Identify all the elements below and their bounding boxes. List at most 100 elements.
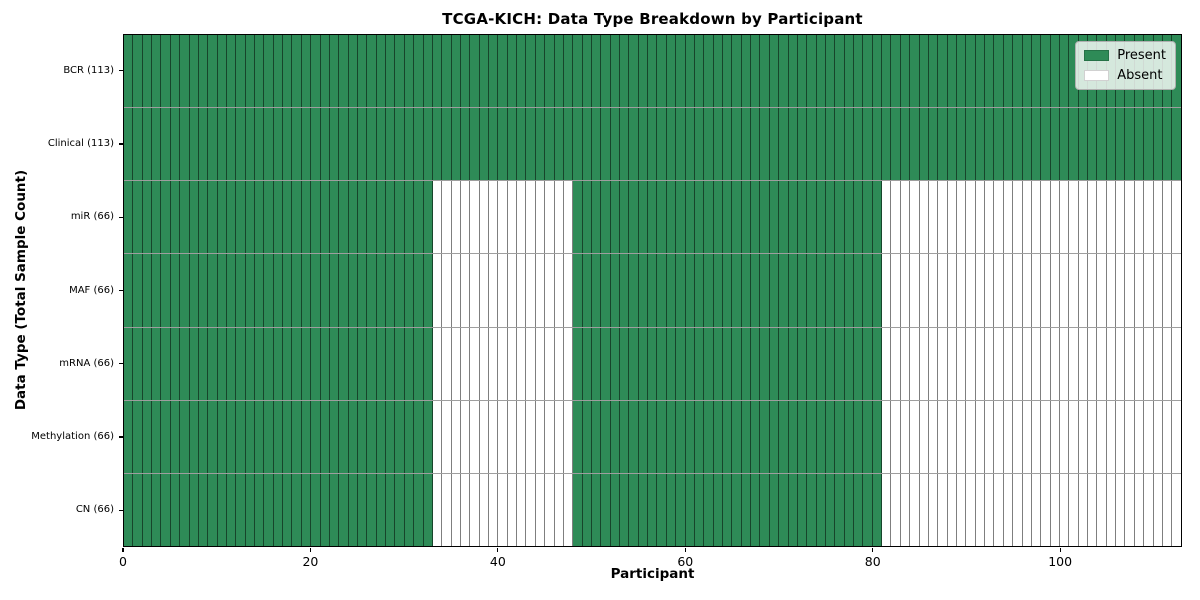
cell-absent	[498, 400, 508, 473]
heatmap-row-maf	[124, 254, 1181, 328]
cell-absent	[1069, 473, 1079, 546]
cell-present	[723, 254, 733, 327]
cell-present	[620, 35, 630, 108]
cell-present	[694, 254, 705, 327]
x-tick-label: 80	[864, 554, 881, 569]
cell-present	[189, 254, 199, 327]
cell-present	[1031, 108, 1042, 181]
cell-present	[217, 400, 227, 473]
y-tick-mark	[119, 289, 123, 292]
cell-present	[835, 327, 845, 400]
cell-present	[816, 327, 826, 400]
cell-absent	[985, 327, 995, 400]
cell-present	[732, 400, 742, 473]
cell-present	[844, 327, 855, 400]
cell-present	[180, 181, 190, 254]
cell-present	[189, 181, 199, 254]
cell-absent	[1106, 327, 1117, 400]
cell-present	[170, 35, 181, 108]
cell-present	[423, 35, 433, 108]
cell-absent	[966, 181, 976, 254]
cell-present	[844, 108, 855, 181]
cell-present	[1031, 35, 1042, 108]
cell-present	[1125, 108, 1135, 181]
cell-present	[891, 108, 901, 181]
cell-present	[694, 327, 705, 400]
cell-present	[1162, 108, 1173, 181]
x-tick-mark	[684, 548, 686, 552]
cell-absent	[442, 400, 452, 473]
cell-present	[198, 473, 209, 546]
cell-absent	[545, 327, 555, 400]
cell-present	[348, 254, 358, 327]
cell-present	[900, 108, 911, 181]
cell-present	[348, 327, 358, 400]
cell-absent	[1050, 181, 1060, 254]
cell-absent	[535, 400, 546, 473]
cell-present	[489, 35, 499, 108]
cell-absent	[545, 254, 555, 327]
y-tick-mark	[119, 216, 123, 218]
cell-present	[395, 400, 405, 473]
cell-present	[891, 35, 901, 108]
cell-present	[357, 327, 368, 400]
cell-present	[713, 35, 723, 108]
cell-present	[563, 35, 574, 108]
cell-present	[367, 254, 377, 327]
cell-present	[1134, 108, 1145, 181]
cell-present	[189, 108, 199, 181]
cell-absent	[928, 181, 939, 254]
cell-present	[133, 181, 143, 254]
cell-present	[591, 254, 602, 327]
cell-present	[751, 181, 761, 254]
cell-present	[311, 327, 321, 400]
cell-present	[245, 254, 256, 327]
cell-present	[769, 400, 780, 473]
cell-present	[1003, 108, 1014, 181]
cell-present	[797, 181, 808, 254]
cell-present	[208, 35, 218, 108]
cell-present	[180, 400, 190, 473]
cell-present	[442, 35, 452, 108]
cell-present	[264, 473, 274, 546]
cell-absent	[994, 400, 1004, 473]
cell-absent	[900, 327, 911, 400]
cell-present	[844, 473, 855, 546]
cell-absent	[451, 473, 461, 546]
cell-present	[348, 35, 358, 108]
cell-present	[348, 400, 358, 473]
cell-present	[1059, 35, 1070, 108]
cell-absent	[554, 254, 564, 327]
cell-present	[1172, 35, 1181, 108]
cell-present	[236, 473, 246, 546]
cell-present	[1106, 108, 1117, 181]
cell-present	[226, 400, 237, 473]
cell-present	[339, 400, 349, 473]
cell-absent	[947, 181, 957, 254]
cell-present	[863, 400, 873, 473]
cell-present	[779, 35, 789, 108]
cell-present	[872, 35, 883, 108]
cell-present	[601, 400, 611, 473]
cell-present	[329, 181, 340, 254]
cell-present	[620, 108, 630, 181]
cell-absent	[517, 254, 527, 327]
cell-present	[133, 35, 143, 108]
cell-present	[1078, 108, 1089, 181]
cell-present	[217, 181, 227, 254]
cell-present	[582, 108, 592, 181]
cell-present	[975, 108, 986, 181]
cell-present	[760, 108, 770, 181]
cell-present	[348, 108, 358, 181]
cell-present	[610, 473, 621, 546]
cell-absent	[563, 400, 574, 473]
cell-present	[133, 473, 143, 546]
cell-present	[376, 108, 387, 181]
cell-absent	[1013, 400, 1023, 473]
cell-absent	[1097, 181, 1107, 254]
cell-absent	[442, 473, 452, 546]
cell-present	[404, 108, 415, 181]
cell-present	[1022, 108, 1032, 181]
cell-present	[956, 35, 967, 108]
cell-absent	[1031, 254, 1042, 327]
